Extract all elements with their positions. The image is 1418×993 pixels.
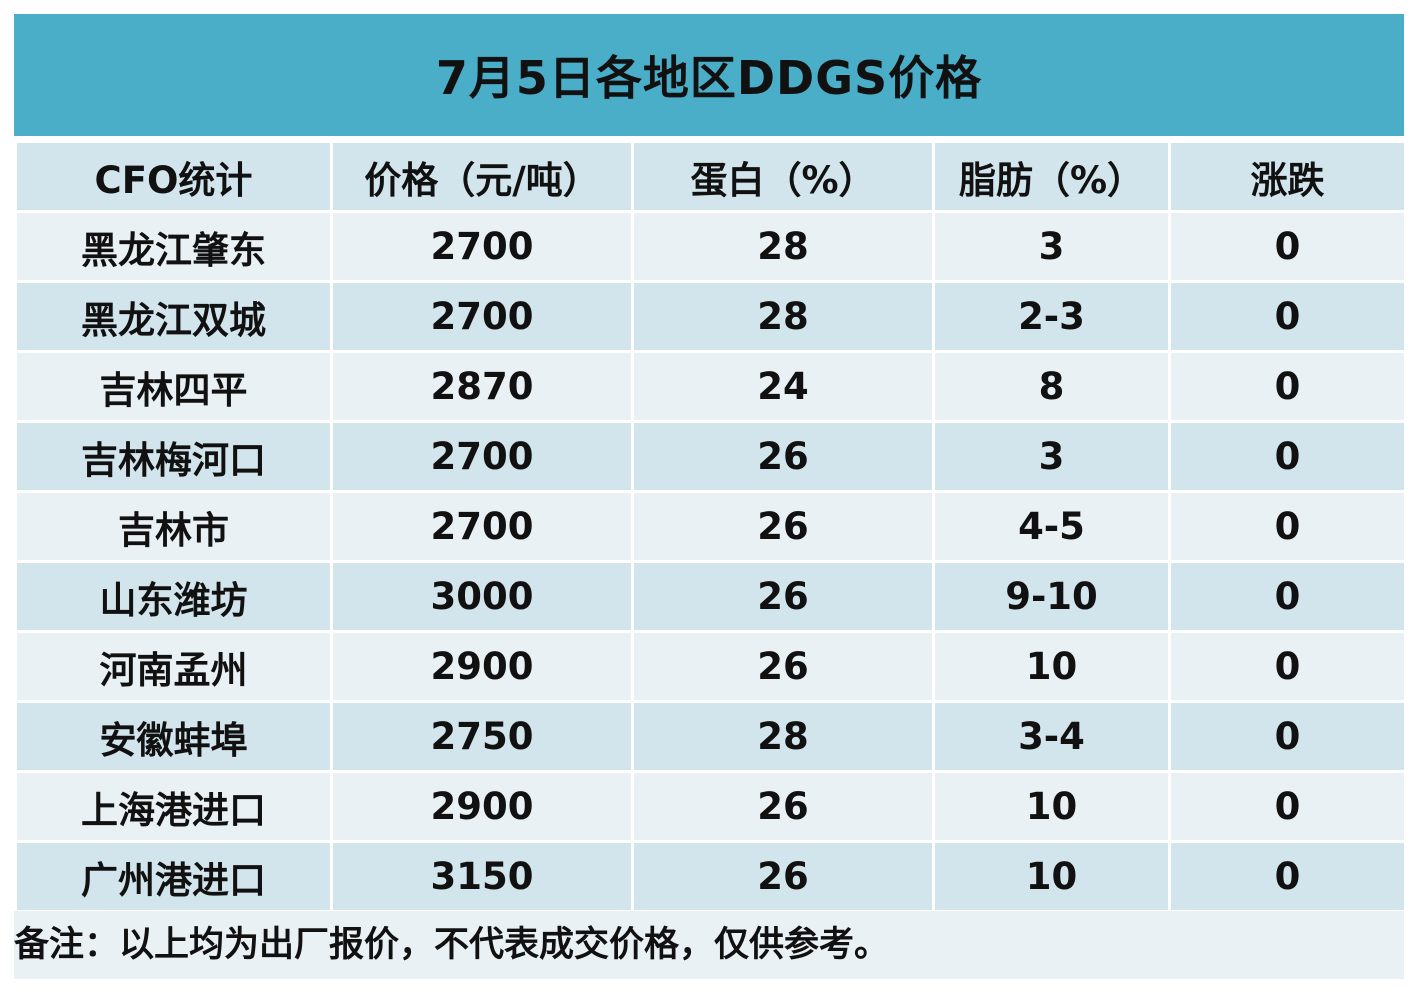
cell-change: 0: [1168, 490, 1407, 563]
table-row: 安徽蚌埠 2750 28 3-4 0: [14, 700, 1407, 773]
cell-price: 2700: [330, 490, 634, 563]
cell-change: 0: [1168, 420, 1407, 493]
footnote: 备注：以上均为出厂报价，不代表成交价格，仅供参考。: [14, 911, 1404, 979]
table-row: 黑龙江双城 2700 28 2-3 0: [14, 280, 1407, 353]
cell-region: 吉林四平: [14, 350, 333, 423]
cell-protein: 28: [631, 700, 935, 773]
cell-change: 0: [1168, 560, 1407, 633]
cell-region: 山东潍坊: [14, 560, 333, 633]
cell-change: 0: [1168, 350, 1407, 423]
cell-change: 0: [1168, 280, 1407, 353]
cell-change: 0: [1168, 840, 1407, 913]
header-cfo-stat: CFO统计: [14, 140, 333, 213]
title-bar: 7月5日各地区DDGS价格: [14, 14, 1404, 136]
cell-protein: 26: [631, 630, 935, 703]
cell-fat: 2-3: [932, 280, 1171, 353]
table-header-row: CFO统计 价格（元/吨） 蛋白（%） 脂肪（%） 涨跌: [14, 140, 1407, 213]
header-protein: 蛋白（%）: [631, 140, 935, 213]
cell-change: 0: [1168, 630, 1407, 703]
cell-price: 2870: [330, 350, 634, 423]
cell-price: 2700: [330, 210, 634, 283]
cell-region: 上海港进口: [14, 770, 333, 843]
table-row: 广州港进口 3150 26 10 0: [14, 840, 1407, 913]
header-fat: 脂肪（%）: [932, 140, 1171, 213]
cell-region: 安徽蚌埠: [14, 700, 333, 773]
cell-protein: 28: [631, 280, 935, 353]
table-row: 上海港进口 2900 26 10 0: [14, 770, 1407, 843]
cell-price: 3000: [330, 560, 634, 633]
cell-price: 2900: [330, 770, 634, 843]
header-price: 价格（元/吨）: [330, 140, 634, 213]
table-row: 山东潍坊 3000 26 9-10 0: [14, 560, 1407, 633]
cell-price: 2750: [330, 700, 634, 773]
cell-fat: 10: [932, 840, 1171, 913]
table-row: 黑龙江肇东 2700 28 3 0: [14, 210, 1407, 283]
cell-region: 黑龙江肇东: [14, 210, 333, 283]
cell-protein: 26: [631, 560, 935, 633]
cell-protein: 26: [631, 420, 935, 493]
cell-change: 0: [1168, 210, 1407, 283]
cell-fat: 10: [932, 770, 1171, 843]
cell-region: 吉林梅河口: [14, 420, 333, 493]
table-row: 吉林梅河口 2700 26 3 0: [14, 420, 1407, 493]
cell-protein: 26: [631, 490, 935, 563]
price-table: CFO统计 价格（元/吨） 蛋白（%） 脂肪（%） 涨跌 黑龙江肇东 2700 …: [14, 140, 1407, 913]
table-row: 吉林市 2700 26 4-5 0: [14, 490, 1407, 563]
cell-region: 广州港进口: [14, 840, 333, 913]
header-change: 涨跌: [1168, 140, 1407, 213]
cell-price: 2700: [330, 280, 634, 353]
table-row: 河南孟州 2900 26 10 0: [14, 630, 1407, 703]
cell-fat: 3: [932, 210, 1171, 283]
cell-region: 黑龙江双城: [14, 280, 333, 353]
cell-change: 0: [1168, 700, 1407, 773]
cell-price: 2900: [330, 630, 634, 703]
cell-protein: 28: [631, 210, 935, 283]
cell-protein: 26: [631, 770, 935, 843]
table-row: 吉林四平 2870 24 8 0: [14, 350, 1407, 423]
cell-region: 吉林市: [14, 490, 333, 563]
cell-fat: 3: [932, 420, 1171, 493]
cell-change: 0: [1168, 770, 1407, 843]
cell-fat: 10: [932, 630, 1171, 703]
cell-fat: 4-5: [932, 490, 1171, 563]
cell-fat: 9-10: [932, 560, 1171, 633]
cell-protein: 24: [631, 350, 935, 423]
cell-region: 河南孟州: [14, 630, 333, 703]
cell-fat: 3-4: [932, 700, 1171, 773]
cell-protein: 26: [631, 840, 935, 913]
cell-price: 2700: [330, 420, 634, 493]
table-title: 7月5日各地区DDGS价格: [435, 51, 983, 105]
cell-fat: 8: [932, 350, 1171, 423]
cell-price: 3150: [330, 840, 634, 913]
